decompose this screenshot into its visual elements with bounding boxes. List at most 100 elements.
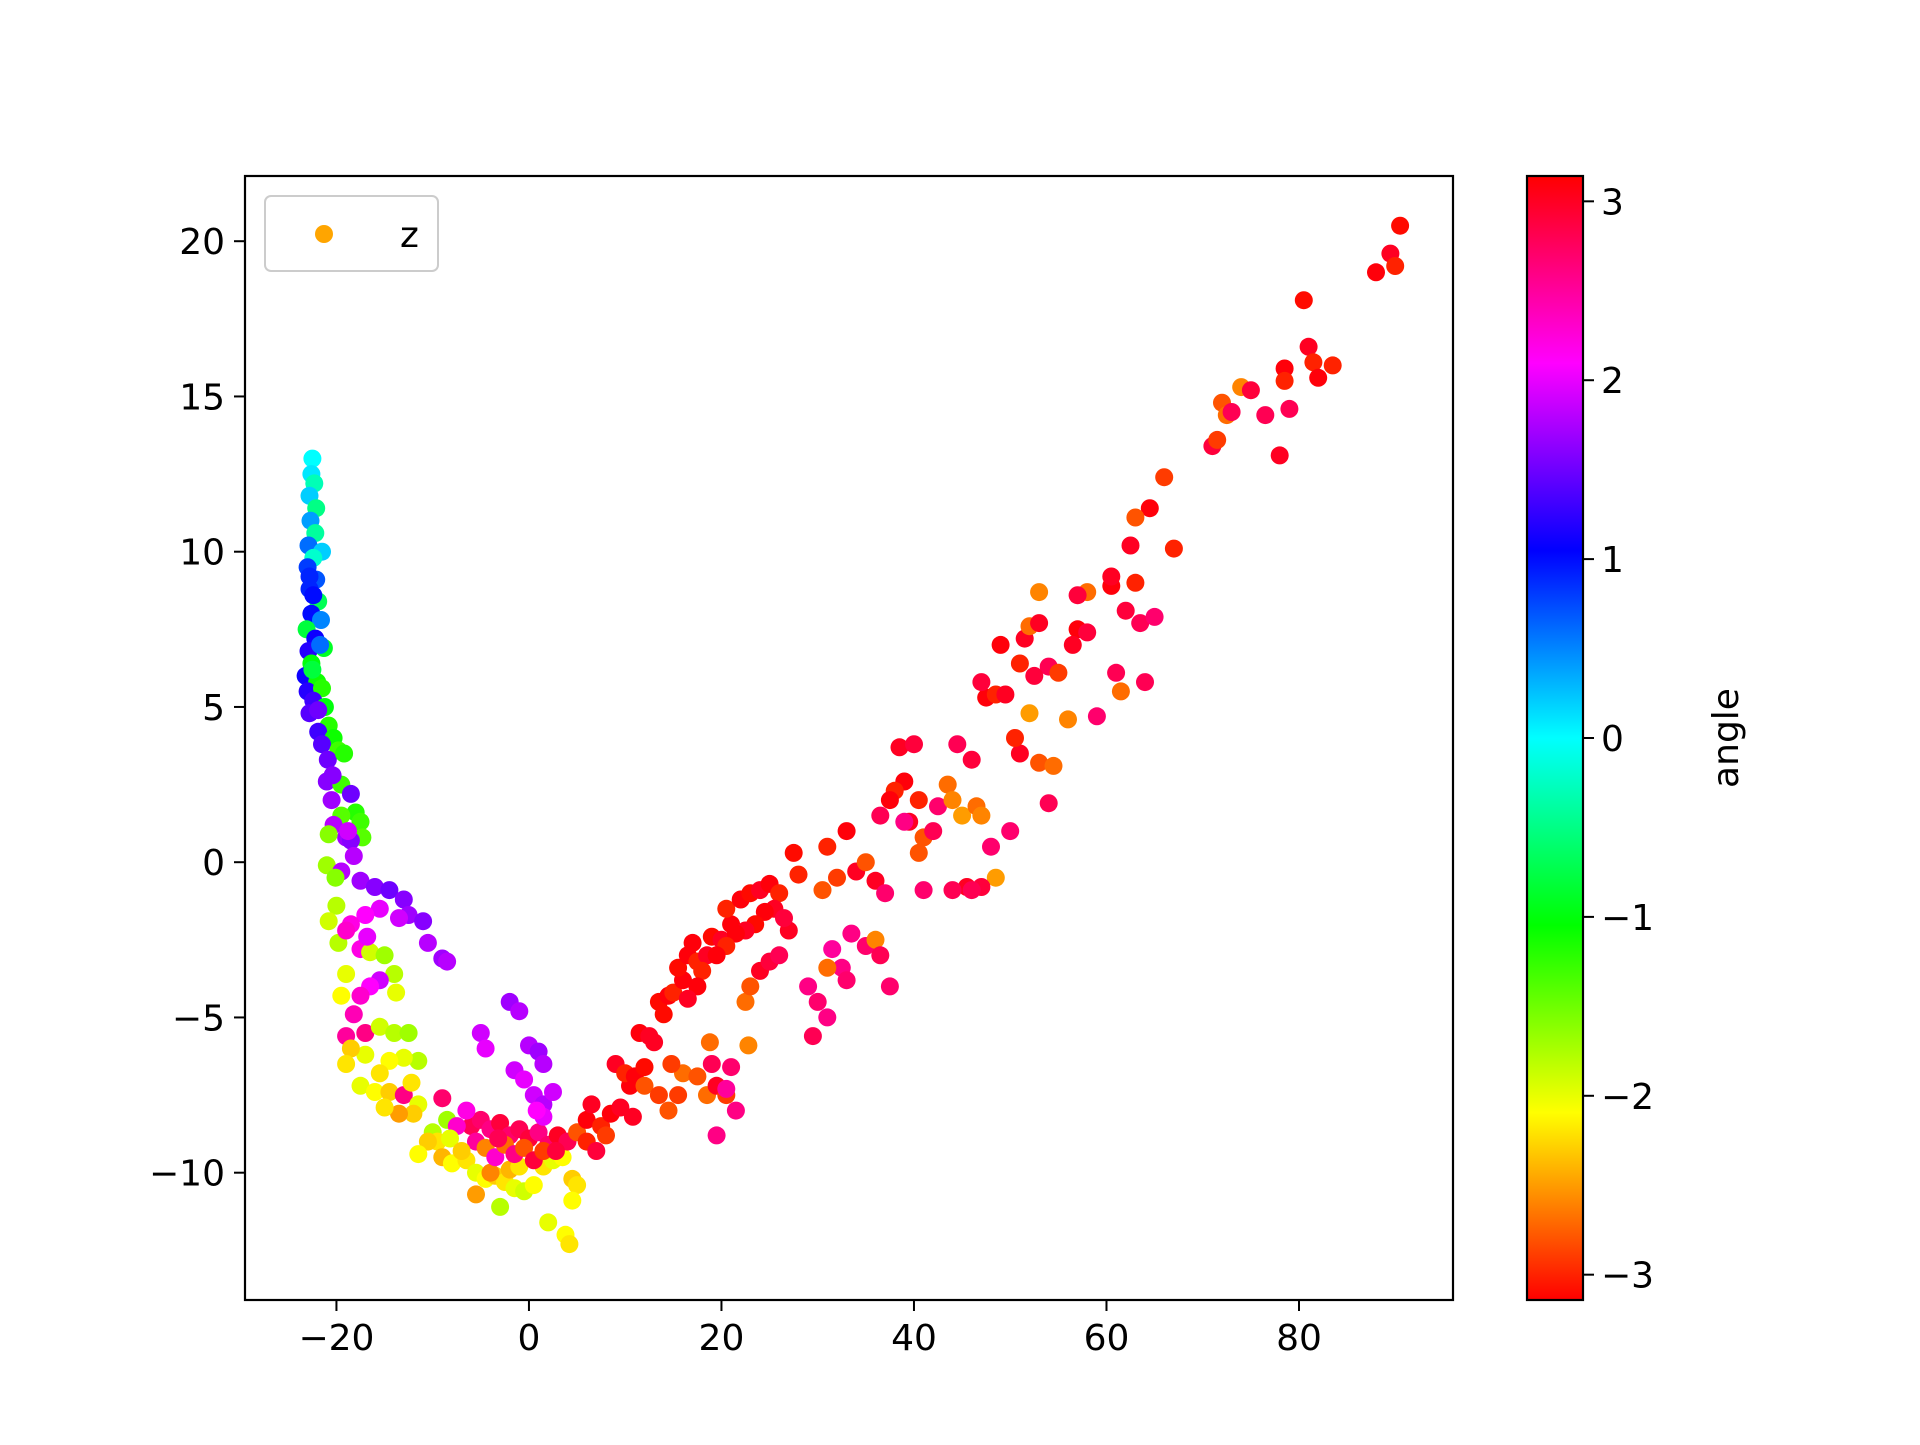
data-point <box>943 881 962 900</box>
colorbar-tick-label: 3 <box>1601 182 1624 223</box>
data-point <box>876 884 895 903</box>
data-point <box>515 1070 534 1089</box>
data-point <box>702 1055 721 1073</box>
data-point <box>1140 499 1159 518</box>
data-point <box>996 685 1015 704</box>
data-point <box>1367 263 1385 282</box>
data-point <box>784 843 803 862</box>
data-point <box>577 1110 596 1129</box>
data-point <box>837 822 856 841</box>
data-point <box>1256 406 1275 425</box>
data-point <box>739 1036 758 1055</box>
legend-label: z <box>400 215 419 256</box>
data-point <box>775 909 793 928</box>
data-point <box>991 635 1010 654</box>
colorbar-tick-label: 1 <box>1601 540 1624 581</box>
data-point <box>1299 337 1318 356</box>
data-point <box>688 977 707 996</box>
data-point <box>1059 710 1077 729</box>
data-point <box>418 933 437 952</box>
data-point <box>394 890 413 909</box>
x-axis: −20 0 20 40 60 80 <box>298 1300 1322 1359</box>
data-point <box>544 1083 562 1101</box>
data-points <box>296 216 1410 1254</box>
data-point <box>1275 359 1294 378</box>
legend[interactable]: z <box>264 195 439 272</box>
data-point <box>414 912 433 931</box>
data-point <box>351 986 370 1005</box>
data-point <box>442 1154 461 1173</box>
data-point <box>380 1051 399 1070</box>
data-point <box>1044 756 1063 775</box>
data-point <box>1164 539 1183 558</box>
data-point <box>1010 654 1029 673</box>
data-point <box>856 853 875 872</box>
data-point <box>818 837 837 856</box>
data-point <box>693 961 712 980</box>
data-point <box>837 971 856 990</box>
data-point <box>726 1101 745 1120</box>
data-point <box>344 1005 363 1024</box>
y-tick-label: 20 <box>179 222 225 263</box>
data-point <box>1102 567 1121 586</box>
data-point <box>880 977 899 996</box>
data-point <box>938 775 957 794</box>
data-point <box>1131 614 1150 633</box>
data-point <box>527 1101 546 1120</box>
data-point <box>491 1114 510 1132</box>
data-point <box>943 791 962 810</box>
data-point <box>529 1123 548 1142</box>
x-tick-label: 80 <box>1276 1318 1322 1359</box>
data-point <box>662 1055 681 1073</box>
data-point <box>399 1024 418 1042</box>
data-point <box>300 567 319 586</box>
data-point <box>700 1033 719 1052</box>
data-point <box>467 1185 485 1204</box>
colorbar: −3 −2 −1 0 1 2 3 angle <box>1525 174 1747 1302</box>
data-point <box>909 791 928 810</box>
data-point <box>1020 704 1039 723</box>
data-point <box>433 1089 452 1108</box>
data-point <box>726 924 745 943</box>
data-point <box>823 940 842 959</box>
data-point <box>312 611 330 629</box>
data-point <box>986 868 1005 887</box>
data-point <box>635 1076 654 1095</box>
data-point <box>597 1126 615 1145</box>
data-point <box>770 946 789 965</box>
data-point <box>489 1129 508 1148</box>
colorbar-gradient <box>1525 174 1585 1302</box>
data-point <box>441 1129 459 1148</box>
data-point <box>736 992 755 1011</box>
data-point <box>770 884 789 903</box>
data-point <box>587 1142 606 1160</box>
data-point <box>905 735 923 754</box>
data-point <box>669 1086 688 1105</box>
data-point <box>341 1039 360 1058</box>
data-point <box>476 1039 495 1058</box>
y-tick-label: 0 <box>202 843 225 884</box>
data-point <box>385 1024 404 1042</box>
data-point <box>808 992 827 1011</box>
data-point <box>953 806 972 825</box>
data-point <box>1323 356 1342 375</box>
data-point <box>948 735 967 754</box>
data-point <box>560 1235 579 1254</box>
y-tick-label: 5 <box>202 688 225 729</box>
colorbar-tick-label: −1 <box>1601 898 1654 939</box>
data-point <box>866 871 885 890</box>
data-point <box>1155 468 1174 487</box>
data-point <box>1030 583 1049 602</box>
data-point <box>962 750 981 769</box>
data-point <box>645 1033 664 1052</box>
data-point <box>534 1142 553 1160</box>
data-point <box>409 1145 428 1164</box>
data-point <box>390 1104 408 1123</box>
data-point <box>717 1079 736 1098</box>
data-point <box>972 806 991 825</box>
data-point <box>635 1058 654 1077</box>
data-point <box>828 868 846 887</box>
data-point <box>510 1002 529 1021</box>
